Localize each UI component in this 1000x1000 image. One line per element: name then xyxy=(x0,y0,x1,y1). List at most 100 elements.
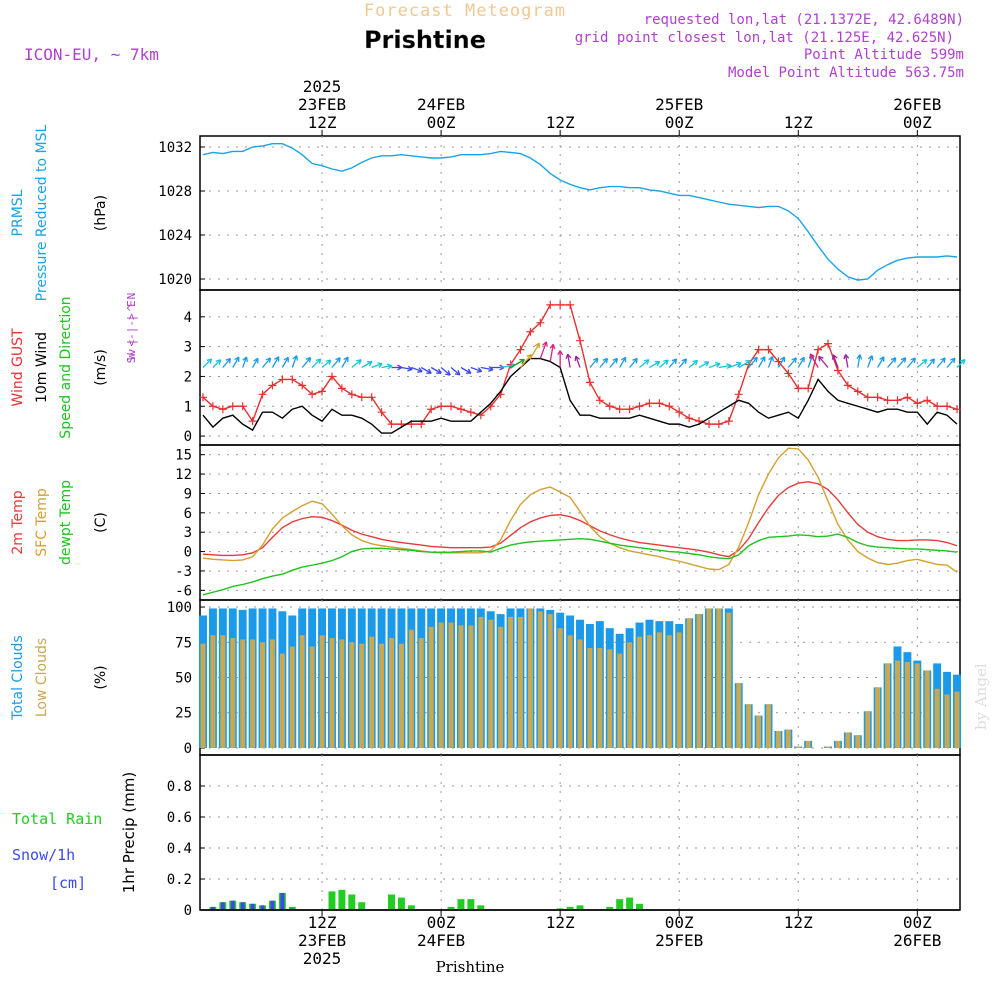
low-cloud-bar xyxy=(210,635,216,748)
wind-arrow-head xyxy=(454,369,461,376)
wind-arrow-shaft xyxy=(797,356,805,368)
panel-frame xyxy=(199,754,961,911)
snow-bar xyxy=(240,902,245,910)
gust-marker xyxy=(318,387,327,396)
wind-arrow-shaft xyxy=(252,357,259,368)
gust-marker xyxy=(268,381,277,390)
low-cloud-bar xyxy=(309,646,315,748)
gust-marker xyxy=(953,405,961,414)
bottom-axis-label: 25FEB xyxy=(655,931,703,950)
low-cloud-bar xyxy=(627,642,633,748)
low-cloud-bar xyxy=(369,636,375,748)
wind-arrow-head xyxy=(809,353,815,359)
wind-direction-arrow xyxy=(529,342,540,359)
gust-marker xyxy=(347,390,356,399)
wind-direction-arrow xyxy=(698,361,710,369)
gust-marker xyxy=(337,384,346,393)
wind-direction-arrow xyxy=(619,356,627,368)
gust-marker xyxy=(714,420,723,429)
gust-marker xyxy=(665,402,674,411)
y-tick-label: -6 xyxy=(175,583,192,599)
gust-marker xyxy=(675,408,684,417)
snow-bar xyxy=(280,892,285,910)
low-cloud-bar xyxy=(954,691,960,748)
series-line-2m-temp xyxy=(202,481,958,558)
wind-arrow-shaft xyxy=(450,367,461,376)
low-cloud-bar xyxy=(240,639,246,748)
wind-arrow-head xyxy=(831,354,838,360)
gust-marker xyxy=(794,384,803,393)
bottom-axis-label: 23FEB xyxy=(298,931,346,950)
wind-direction-arrow xyxy=(599,357,609,368)
wind-arrow-head xyxy=(620,356,627,363)
precip-unit-label: [cm] xyxy=(50,874,86,892)
wind-arrow-shaft xyxy=(519,354,532,368)
wind-arrow-shaft xyxy=(242,356,248,368)
wind-direction-arrow xyxy=(401,365,413,372)
wind-arrow-head xyxy=(305,356,312,363)
low-cloud-bar xyxy=(904,662,910,748)
top-axis-label: 12Z xyxy=(308,113,337,132)
wind-arrow-head xyxy=(557,350,564,356)
wind-direction-arrow xyxy=(668,358,678,368)
rain-bar xyxy=(388,894,395,910)
rain-bar xyxy=(626,897,634,910)
signature: by Angel xyxy=(972,663,990,730)
wind-arrow-shaft xyxy=(748,356,758,368)
wind-direction-arrow xyxy=(311,358,322,368)
wind-direction-arrow xyxy=(748,356,758,368)
low-cloud-bar xyxy=(746,704,752,748)
gust-marker xyxy=(655,399,664,408)
panel-label-line: SFC Temp xyxy=(34,488,50,557)
top-axis-label: 23FEB xyxy=(298,95,346,114)
gust-marker xyxy=(863,393,872,402)
compass-text: W <-|-> E xyxy=(125,300,138,360)
wind-arrow-head xyxy=(407,365,413,372)
gust-marker xyxy=(238,402,247,411)
low-cloud-bar xyxy=(716,608,722,748)
low-cloud-bar xyxy=(845,732,851,748)
wind-arrow-shaft xyxy=(567,353,571,368)
wind-direction-arrow xyxy=(831,354,839,368)
compass-text: S xyxy=(125,357,138,364)
rain-bar xyxy=(636,903,643,910)
wind-arrow-head xyxy=(867,355,874,361)
gust-marker xyxy=(566,300,575,309)
panel-precip: 0 0.2 0.4 0.6 0.8 Total Rain Snow/1h [cm] 1hr Pr… xyxy=(12,754,961,919)
low-cloud-bar xyxy=(656,632,662,748)
wind-arrow-head xyxy=(843,353,850,360)
low-cloud-bar xyxy=(289,646,295,748)
wind-direction-arrow xyxy=(629,357,638,368)
rain-bar xyxy=(566,906,574,910)
wind-arrow-head xyxy=(900,357,907,363)
wind-arrow-head xyxy=(335,357,341,363)
low-cloud-bar xyxy=(339,639,345,748)
gust-marker xyxy=(208,402,217,411)
y-tick-label: -3 xyxy=(175,564,192,580)
low-cloud-bar xyxy=(448,622,454,748)
low-cloud-bar xyxy=(726,612,732,748)
wind-arrow-head xyxy=(519,358,525,365)
bottom-axis-label: 12Z xyxy=(308,913,337,932)
low-cloud-bar xyxy=(944,694,950,748)
compass-text: | xyxy=(125,315,138,322)
wind-arrow-shaft xyxy=(371,363,383,369)
wind-arrow-head xyxy=(445,370,451,376)
gust-marker xyxy=(327,372,336,381)
gust-marker xyxy=(595,396,604,405)
gust-marker xyxy=(933,402,942,411)
y-tick-label: 50 xyxy=(175,671,192,687)
gust-marker xyxy=(635,402,644,411)
wind-arrow-head xyxy=(681,358,688,364)
gust-marker xyxy=(437,402,446,411)
wind-arrow-head xyxy=(225,357,232,364)
wind-arrow-head xyxy=(602,357,609,364)
wind-arrow-shaft xyxy=(767,356,774,368)
wind-direction-arrow xyxy=(843,353,850,368)
wind-arrow-head xyxy=(565,353,572,360)
station-title: Prishtine xyxy=(364,26,486,54)
wind-direction-arrow xyxy=(956,358,966,368)
wind-arrow-shaft xyxy=(787,357,797,368)
low-cloud-bar xyxy=(438,622,444,748)
